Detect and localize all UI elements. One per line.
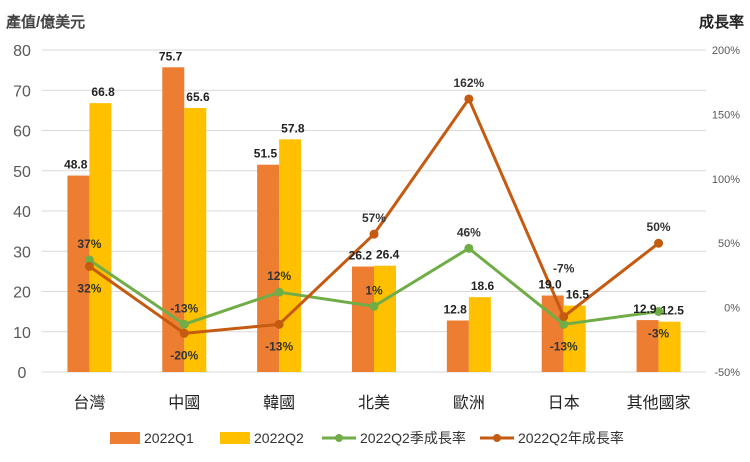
- category-label: 台灣: [73, 394, 105, 412]
- line-data-label: 50%: [647, 220, 671, 234]
- bar-data-label: 12.9: [633, 302, 657, 316]
- right-axis-title: 成長率: [699, 13, 744, 31]
- line-point: [84, 255, 94, 265]
- left-tick-label: 10: [13, 325, 31, 342]
- bar-2022Q1: [446, 320, 469, 372]
- line-data-label: -13%: [265, 339, 293, 353]
- line-data-label: 1%: [365, 283, 383, 297]
- category-label: 韓國: [263, 394, 295, 412]
- line-point: [84, 261, 94, 271]
- line-point: [559, 312, 569, 322]
- line-data-label: 57%: [362, 211, 386, 225]
- right-tick-label: 150%: [712, 109, 740, 121]
- left-tick-label: 50: [13, 164, 31, 181]
- line-point: [559, 319, 569, 329]
- bar-2022Q2: [89, 103, 112, 372]
- bar-2022Q2: [468, 297, 491, 372]
- bar-data-label: 12.5: [661, 304, 685, 318]
- line-data-label: -3%: [648, 326, 670, 340]
- line-point: [369, 301, 379, 311]
- bar-data-label: 16.5: [566, 288, 590, 302]
- bar-2022Q1: [352, 266, 374, 372]
- left-tick-label: 0: [18, 365, 27, 382]
- line-point: [464, 243, 474, 253]
- line-data-label: 12%: [267, 269, 291, 283]
- line-point: [654, 238, 664, 248]
- bar-2022Q2: [184, 107, 207, 373]
- bar-data-label: 66.8: [91, 85, 115, 99]
- left-tick-label: 30: [13, 244, 31, 261]
- category-label: 歐洲: [453, 394, 485, 412]
- category-label: 中國: [168, 394, 200, 412]
- bar-data-label: 65.6: [186, 90, 210, 104]
- line-data-label: 162%: [454, 76, 485, 90]
- line-data-label: 46%: [457, 225, 481, 239]
- line-point: [274, 287, 284, 297]
- bar-data-label: 26.4: [376, 248, 400, 262]
- bar-data-label: 18.6: [471, 279, 495, 293]
- line-data-label: -13%: [170, 301, 198, 315]
- right-tick-label: 100%: [712, 174, 740, 186]
- bar-data-label: 51.5: [254, 147, 278, 161]
- line-data-label: -13%: [550, 339, 578, 353]
- line-data-label: -20%: [170, 348, 198, 362]
- legend-label: 2022Q2: [254, 430, 304, 446]
- left-axis-title: 產值/億美元: [5, 13, 85, 31]
- right-tick-label: 50%: [718, 238, 740, 250]
- line-data-label: -7%: [553, 262, 575, 276]
- line-point: [464, 94, 474, 104]
- bar-data-label: 75.7: [159, 49, 183, 63]
- bar-2022Q2: [374, 265, 396, 372]
- category-label: 日本: [548, 394, 580, 412]
- left-tick-label: 80: [13, 43, 31, 60]
- left-tick-label: 20: [13, 285, 31, 302]
- category-label: 其他國家: [627, 394, 691, 412]
- category-label: 北美: [358, 394, 390, 412]
- bar-data-label: 48.8: [64, 158, 88, 172]
- legend-swatch: [110, 432, 140, 444]
- right-tick-label: 200%: [712, 45, 740, 57]
- bar-data-label: 57.8: [281, 121, 305, 135]
- legend-label: 2022Q2年成長率: [518, 430, 624, 446]
- legend-label: 2022Q1: [144, 430, 194, 446]
- line-point: [179, 328, 189, 338]
- legend-label: 2022Q2季成長率: [360, 430, 466, 446]
- legend-marker: [335, 434, 343, 442]
- line-data-label: 32%: [77, 281, 101, 295]
- left-tick-label: 70: [13, 83, 31, 100]
- bar-2022Q1: [541, 295, 564, 372]
- left-tick-label: 60: [13, 124, 31, 141]
- bar-2022Q1: [636, 320, 659, 372]
- line-point: [274, 319, 284, 329]
- bar-2022Q2: [658, 321, 681, 372]
- line-point: [179, 319, 189, 329]
- right-tick-label: 0%: [724, 303, 740, 315]
- bar-data-label: 19.0: [538, 278, 562, 292]
- right-tick-label: -50%: [714, 367, 740, 379]
- line-point: [369, 229, 379, 239]
- bar-2022Q1: [162, 67, 185, 373]
- legend-marker: [493, 434, 501, 442]
- legend-swatch: [220, 432, 250, 444]
- bar-data-label: 12.8: [443, 302, 467, 316]
- bar-2022Q1: [67, 175, 90, 372]
- bar-data-label: 26.2: [349, 249, 373, 263]
- line-point: [654, 306, 664, 316]
- line-data-label: 37%: [77, 237, 101, 251]
- left-tick-label: 40: [13, 204, 31, 221]
- bar-2022Q1: [257, 164, 280, 372]
- bar-2022Q2: [279, 139, 302, 372]
